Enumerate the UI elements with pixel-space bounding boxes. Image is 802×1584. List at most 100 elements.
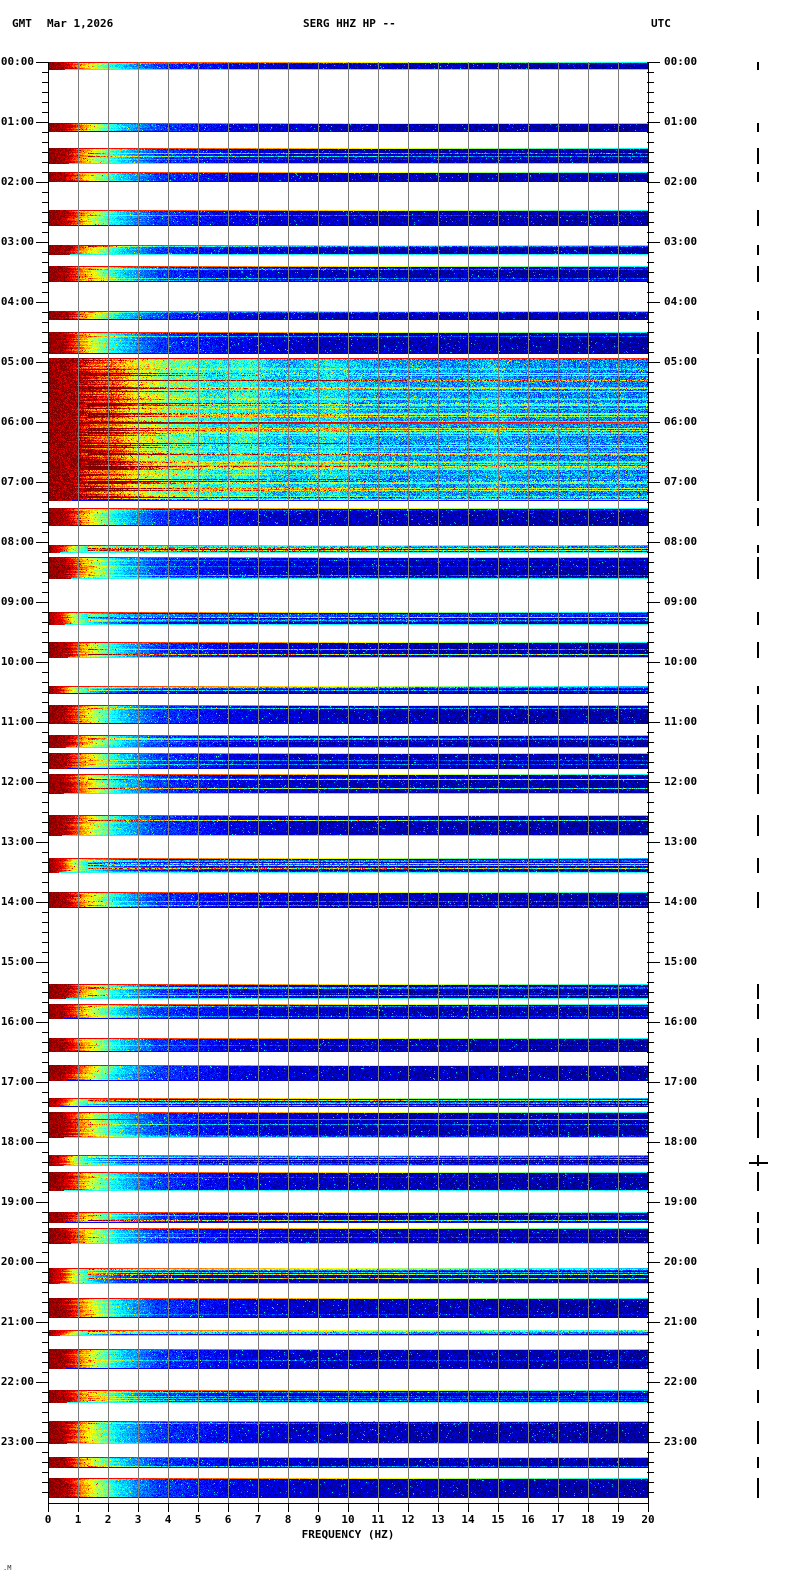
minute-tick-right bbox=[647, 132, 654, 133]
minute-tick-right bbox=[647, 1152, 654, 1153]
minute-tick-left bbox=[42, 462, 48, 463]
freq-tick-label: 7 bbox=[254, 1513, 262, 1526]
minute-tick-left bbox=[42, 232, 48, 233]
minute-tick-right bbox=[647, 912, 654, 913]
hour-label-left: 02:00 bbox=[0, 175, 34, 188]
hour-label-right: 16:00 bbox=[664, 1015, 698, 1028]
hour-label-left: 04:00 bbox=[0, 295, 34, 308]
minute-tick-left bbox=[42, 1162, 48, 1163]
freq-tick-label: 8 bbox=[284, 1513, 292, 1526]
hour-tick-right bbox=[647, 242, 660, 243]
minute-tick-right bbox=[647, 612, 654, 613]
minute-tick-left bbox=[42, 972, 48, 973]
event-marker bbox=[757, 892, 759, 908]
event-marker bbox=[757, 1004, 759, 1019]
hour-label-right: 20:00 bbox=[664, 1255, 698, 1268]
minute-tick-right bbox=[647, 762, 654, 763]
hour-tick-left bbox=[36, 1322, 48, 1323]
minute-tick-right bbox=[647, 272, 654, 273]
minute-tick-left bbox=[42, 442, 48, 443]
event-marker bbox=[757, 1390, 759, 1403]
hour-tick-right bbox=[647, 422, 660, 423]
minute-tick-right bbox=[647, 982, 654, 983]
minute-tick-left bbox=[42, 272, 48, 273]
minute-tick-left bbox=[42, 502, 48, 503]
minute-tick-right bbox=[647, 872, 654, 873]
minute-tick-right bbox=[647, 1412, 654, 1413]
minute-tick-right bbox=[647, 342, 654, 343]
minute-tick-left bbox=[42, 812, 48, 813]
minute-tick-left bbox=[42, 772, 48, 773]
minute-tick-right bbox=[647, 152, 654, 153]
minute-tick-left bbox=[42, 752, 48, 753]
hour-label-left: 19:00 bbox=[0, 1195, 34, 1208]
minute-tick-right bbox=[647, 1312, 654, 1313]
minute-tick-left bbox=[42, 522, 48, 523]
freq-tick-label: 4 bbox=[164, 1513, 172, 1526]
minute-tick-left bbox=[42, 132, 48, 133]
minute-tick-right bbox=[647, 1172, 654, 1173]
minute-tick-left bbox=[42, 632, 48, 633]
minute-tick-right bbox=[647, 72, 654, 73]
minute-tick-left bbox=[42, 1332, 48, 1333]
minute-tick-right bbox=[647, 552, 654, 553]
minute-tick-left bbox=[42, 322, 48, 323]
minute-tick-left bbox=[42, 112, 48, 113]
minute-tick-left bbox=[42, 432, 48, 433]
minute-tick-left bbox=[42, 512, 48, 513]
minute-tick-right bbox=[647, 1092, 654, 1093]
hour-tick-left bbox=[36, 422, 48, 423]
minute-tick-right bbox=[647, 1122, 654, 1123]
minute-tick-right bbox=[647, 1372, 654, 1373]
minute-tick-right bbox=[647, 312, 654, 313]
minute-tick-left bbox=[42, 1242, 48, 1243]
hour-tick-left bbox=[36, 902, 48, 903]
minute-tick-left bbox=[42, 262, 48, 263]
minute-tick-left bbox=[42, 1472, 48, 1473]
freq-tick bbox=[348, 1504, 349, 1512]
minute-tick-right bbox=[647, 1302, 654, 1303]
minute-tick-left bbox=[42, 952, 48, 953]
hour-label-left: 10:00 bbox=[0, 655, 34, 668]
hour-tick-right bbox=[647, 62, 660, 63]
hour-tick-left bbox=[36, 182, 48, 183]
minute-tick-left bbox=[42, 572, 48, 573]
minute-tick-left bbox=[42, 492, 48, 493]
minute-tick-right bbox=[647, 992, 654, 993]
hour-label-left: 21:00 bbox=[0, 1315, 34, 1328]
minute-tick-right bbox=[647, 702, 654, 703]
hour-label-right: 09:00 bbox=[664, 595, 698, 608]
minute-tick-left bbox=[42, 762, 48, 763]
event-marker bbox=[757, 984, 759, 999]
x-axis-title: FREQUENCY (HZ) bbox=[301, 1528, 395, 1541]
freq-tick-label: 14 bbox=[461, 1513, 475, 1526]
minute-tick-left bbox=[42, 162, 48, 163]
minute-tick-left bbox=[42, 412, 48, 413]
minute-tick-right bbox=[647, 812, 654, 813]
event-marker bbox=[757, 148, 759, 164]
hour-tick-right bbox=[647, 1022, 660, 1023]
event-marker bbox=[757, 1298, 759, 1318]
freq-tick bbox=[78, 1504, 79, 1512]
minute-tick-left bbox=[42, 1252, 48, 1253]
minute-tick-left bbox=[42, 1372, 48, 1373]
footer-mark: .M bbox=[3, 1564, 12, 1572]
event-marker bbox=[757, 266, 759, 282]
freq-tick-label: 20 bbox=[641, 1513, 655, 1526]
freq-tick-label: 10 bbox=[341, 1513, 355, 1526]
freq-tick-label: 6 bbox=[224, 1513, 232, 1526]
hour-tick-left bbox=[36, 482, 48, 483]
minute-tick-right bbox=[647, 1352, 654, 1353]
hour-tick-right bbox=[647, 362, 660, 363]
minute-tick-right bbox=[647, 202, 654, 203]
minute-tick-right bbox=[647, 412, 654, 413]
minute-tick-left bbox=[42, 382, 48, 383]
minute-tick-right bbox=[647, 622, 654, 623]
minute-tick-left bbox=[42, 1492, 48, 1493]
minute-tick-left bbox=[42, 1172, 48, 1173]
minute-tick-left bbox=[42, 982, 48, 983]
hour-tick-right bbox=[647, 722, 660, 723]
minute-tick-left bbox=[42, 622, 48, 623]
minute-tick-right bbox=[647, 102, 654, 103]
event-marker bbox=[757, 815, 759, 836]
